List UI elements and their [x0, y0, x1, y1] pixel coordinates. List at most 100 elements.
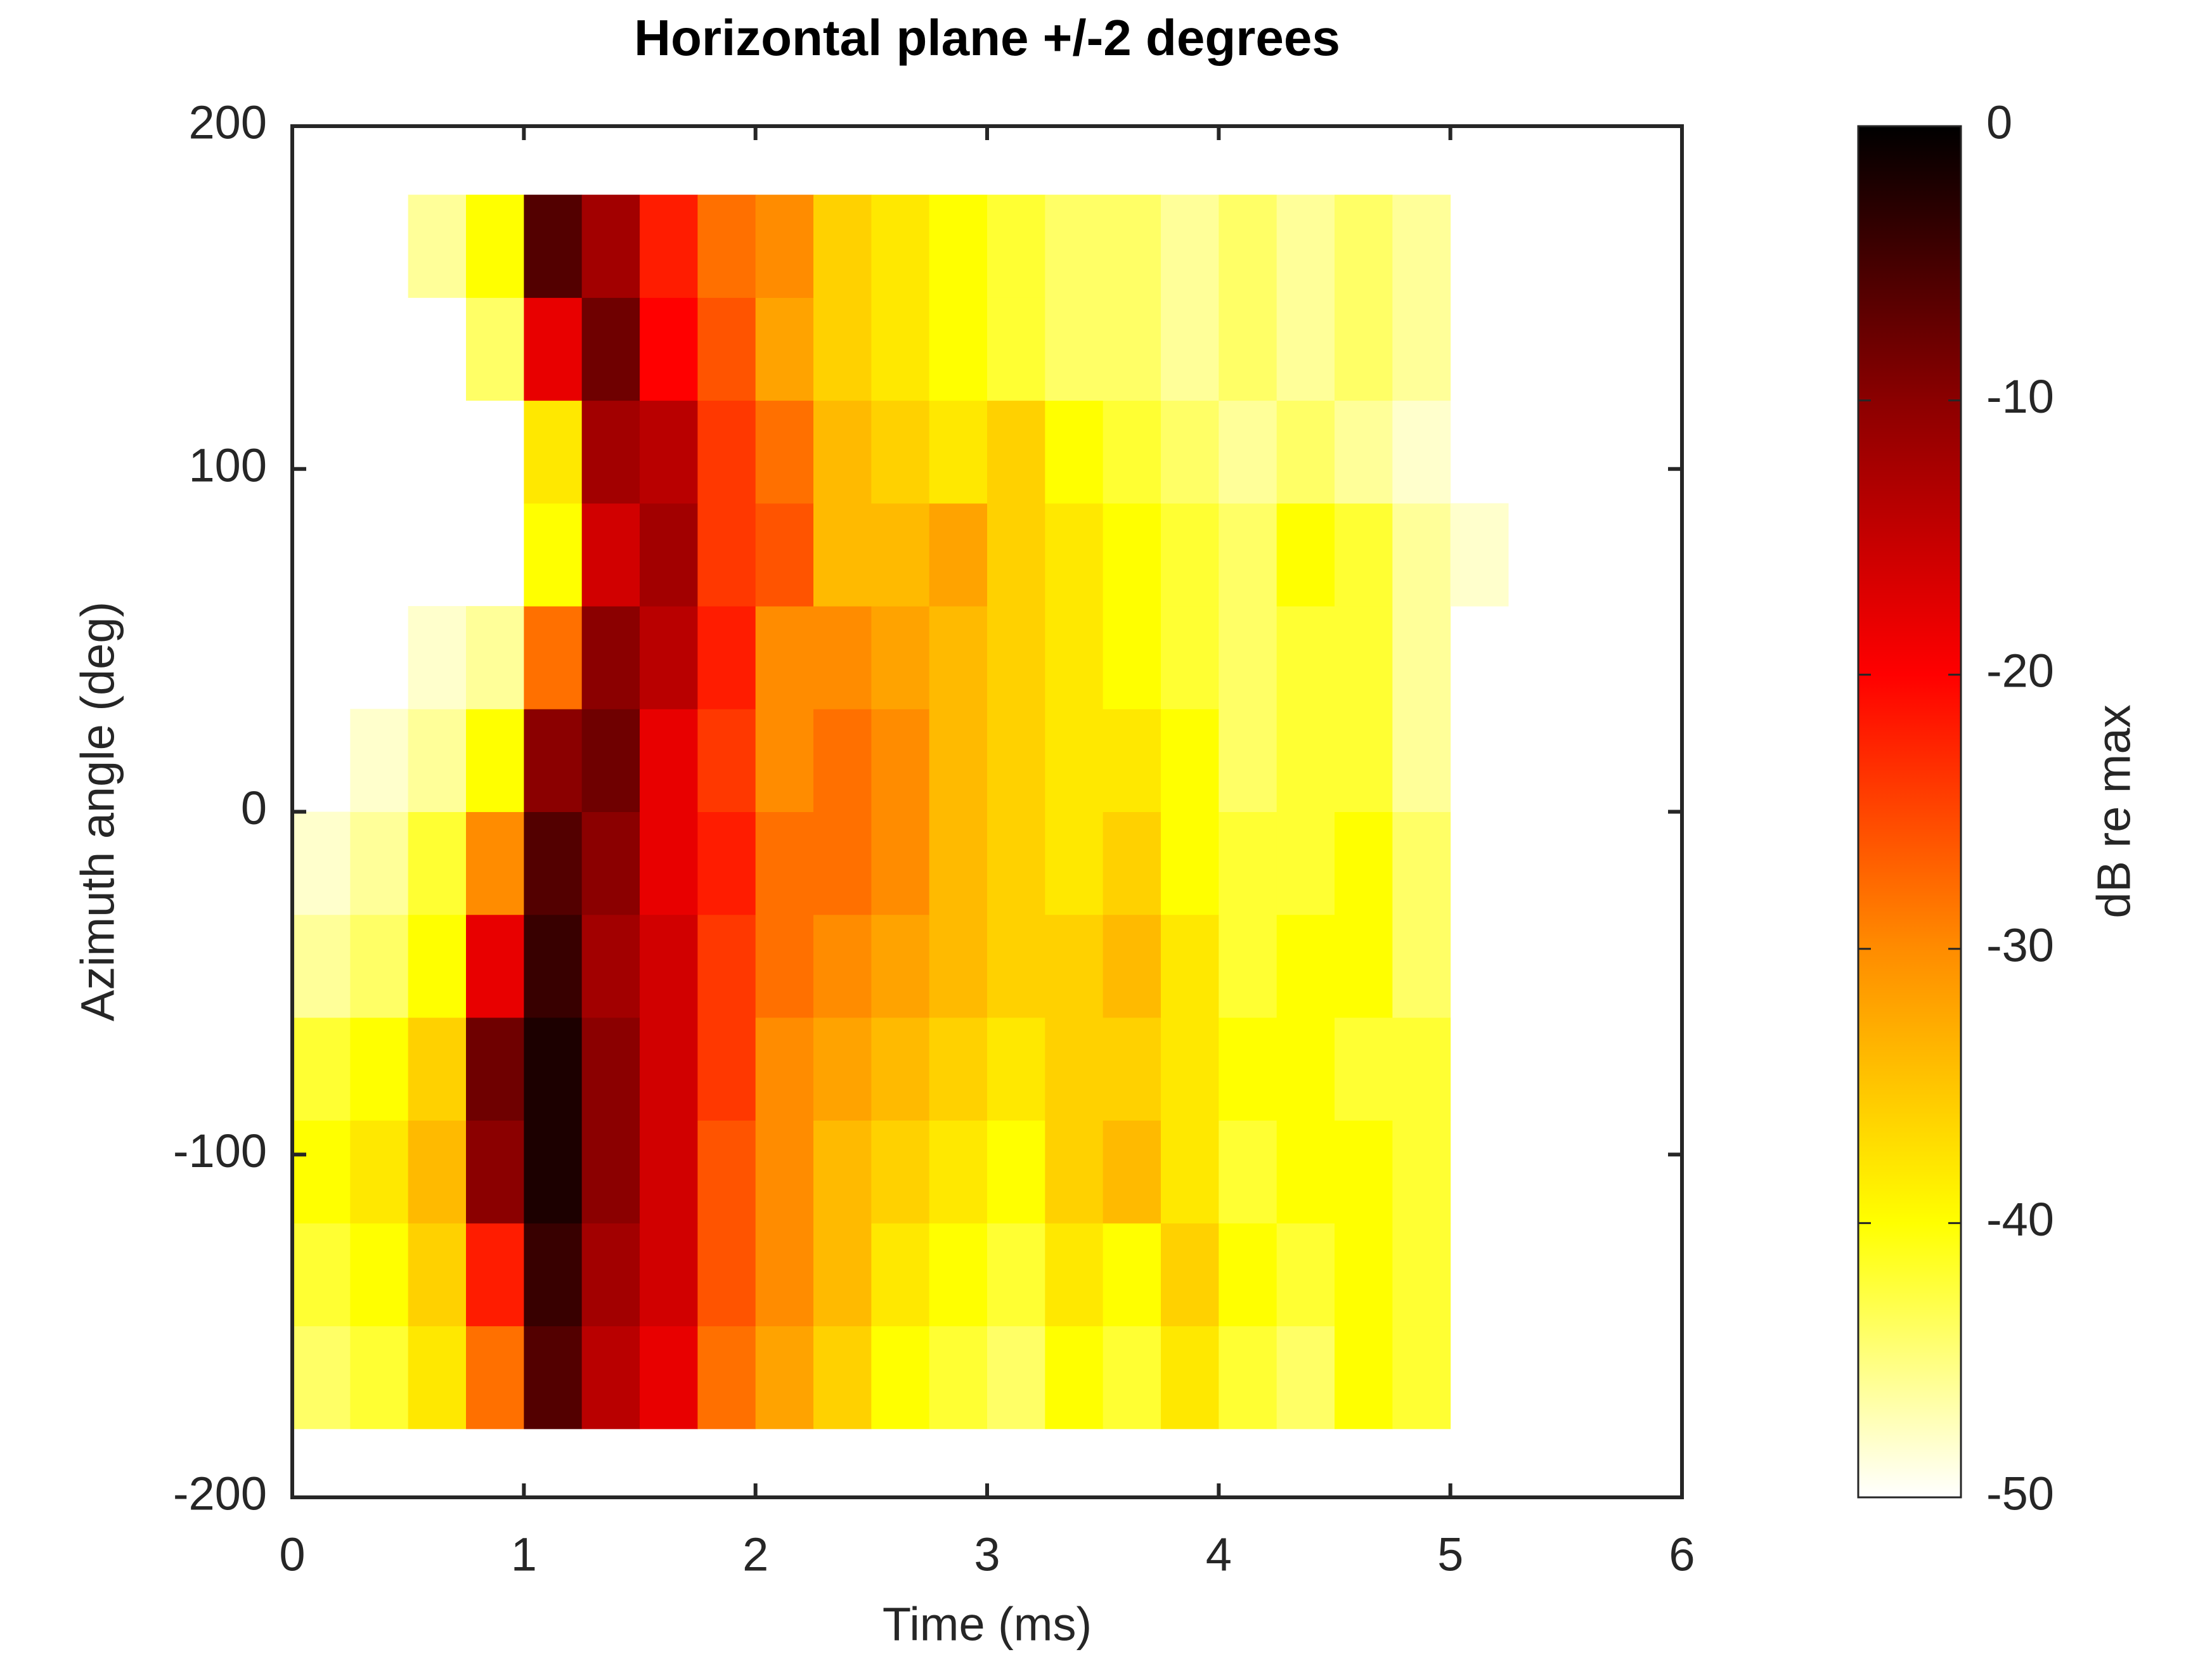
heatmap-cell: [871, 195, 930, 298]
heatmap-cell: [1219, 709, 1277, 812]
heatmap-cell: [987, 503, 1045, 607]
heatmap-cell: [755, 709, 814, 812]
heatmap-cell: [1392, 1120, 1451, 1223]
heatmap-cell: [697, 503, 756, 607]
heatmap-cell: [466, 606, 524, 709]
heatmap-cell: [929, 195, 988, 298]
heatmap-cell: [1392, 709, 1451, 812]
colorbar-tick-label: -50: [1986, 1468, 2054, 1520]
heatmap-cell: [640, 503, 698, 607]
heatmap-cell: [1335, 606, 1393, 709]
heatmap-cell: [1045, 1017, 1104, 1121]
heatmap-cell: [408, 914, 467, 1018]
heatmap-cell: [987, 1326, 1045, 1430]
heatmap-cell: [987, 400, 1045, 504]
heatmap-cell: [640, 914, 698, 1018]
x-axis-label: Time (ms): [883, 1598, 1092, 1651]
heatmap-cell: [813, 400, 872, 504]
heatmap-cell: [350, 1326, 409, 1430]
heatmap-cell: [1276, 1017, 1335, 1121]
heatmap-cell: [581, 297, 640, 401]
heatmap-cell: [350, 1017, 409, 1121]
heatmap-cell: [640, 195, 698, 298]
heatmap-cell: [640, 811, 698, 915]
heatmap-cell: [466, 1326, 524, 1430]
heatmap-cell: [408, 1120, 467, 1223]
heatmap-cell: [1276, 1223, 1335, 1327]
heatmap-cell: [466, 1223, 524, 1327]
heatmap-cell: [755, 297, 814, 401]
heatmap-cell: [408, 811, 467, 915]
heatmap-cell: [292, 1223, 351, 1327]
heatmap: [292, 195, 1509, 1430]
heatmap-cell: [1045, 195, 1104, 298]
heatmap-cell: [1103, 195, 1161, 298]
heatmap-cell: [1161, 195, 1219, 298]
heatmap-cell: [697, 811, 756, 915]
heatmap-cell: [755, 811, 814, 915]
heatmap-cell: [697, 1326, 756, 1430]
heatmap-cell: [871, 606, 930, 709]
heatmap-cell: [1276, 400, 1335, 504]
heatmap-cell: [1276, 811, 1335, 915]
heatmap-cell: [581, 606, 640, 709]
heatmap-cell: [813, 914, 872, 1018]
heatmap-cell: [292, 1326, 351, 1430]
heatmap-cell: [929, 1223, 988, 1327]
heatmap-cell: [1276, 709, 1335, 812]
heatmap-cell: [1219, 1017, 1277, 1121]
heatmap-cell: [987, 709, 1045, 812]
heatmap-cell: [1392, 1223, 1451, 1327]
heatmap-cell: [466, 709, 524, 812]
heatmap-cell: [1219, 606, 1277, 709]
heatmap-cell: [524, 400, 583, 504]
heatmap-cell: [1219, 400, 1277, 504]
heatmap-cell: [871, 297, 930, 401]
chart-title: Horizontal plane +/-2 degrees: [634, 10, 1340, 66]
heatmap-cell: [524, 297, 583, 401]
heatmap-cell: [350, 1223, 409, 1327]
heatmap-cell: [813, 606, 872, 709]
heatmap-cell: [755, 914, 814, 1018]
heatmap-cell: [697, 1120, 756, 1223]
heatmap-cell: [581, 1017, 640, 1121]
heatmap-cell: [813, 297, 872, 401]
y-tick-label: 0: [241, 782, 267, 834]
heatmap-cell: [1045, 503, 1104, 607]
heatmap-cell: [524, 1326, 583, 1430]
heatmap-cell: [987, 1017, 1045, 1121]
heatmap-cell: [408, 1326, 467, 1430]
heatmap-cell: [1103, 1017, 1161, 1121]
heatmap-cell: [408, 606, 467, 709]
x-tick-label: 4: [1206, 1528, 1232, 1581]
heatmap-cell: [697, 1017, 756, 1121]
heatmap-cell: [640, 1223, 698, 1327]
heatmap-cell: [581, 400, 640, 504]
heatmap-cell: [1161, 297, 1219, 401]
heatmap-cell: [466, 195, 524, 298]
heatmap-cell: [1335, 400, 1393, 504]
heatmap-cell: [1392, 400, 1451, 504]
heatmap-cell: [755, 606, 814, 709]
heatmap-cell: [929, 811, 988, 915]
heatmap-cell: [1335, 1326, 1393, 1430]
heatmap-cell: [1045, 1120, 1104, 1223]
heatmap-cell: [524, 811, 583, 915]
heatmap-cell: [1045, 914, 1104, 1018]
heatmap-cell: [1219, 503, 1277, 607]
heatmap-cell: [813, 1120, 872, 1223]
heatmap-cell: [755, 1017, 814, 1121]
heatmap-cell: [640, 709, 698, 812]
heatmap-cell: [466, 914, 524, 1018]
heatmap-cell: [813, 709, 872, 812]
heatmap-cell: [1045, 709, 1104, 812]
heatmap-cell: [1335, 503, 1393, 607]
heatmap-cell: [1103, 400, 1161, 504]
heatmap-cell: [581, 709, 640, 812]
heatmap-cell: [755, 1223, 814, 1327]
heatmap-cell: [1276, 503, 1335, 607]
heatmap-cell: [987, 297, 1045, 401]
heatmap-cell: [524, 709, 583, 812]
y-axis-label: Azimuth angle (deg): [72, 602, 124, 1021]
heatmap-cell: [1276, 606, 1335, 709]
